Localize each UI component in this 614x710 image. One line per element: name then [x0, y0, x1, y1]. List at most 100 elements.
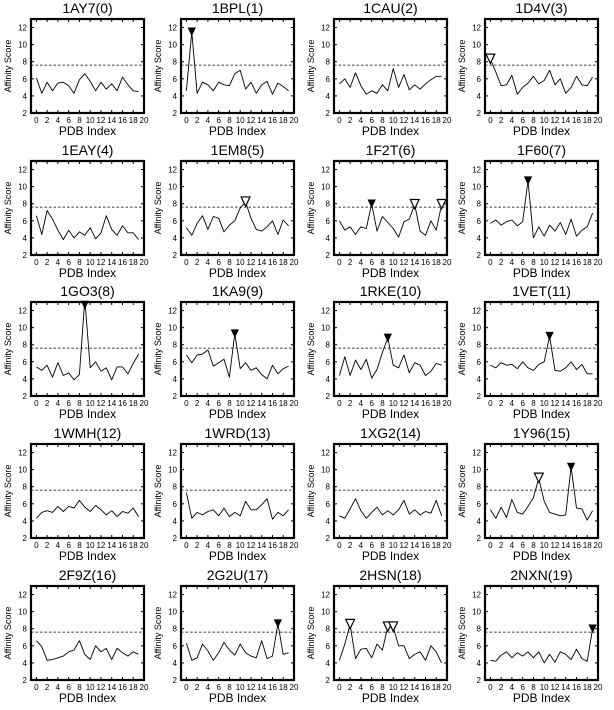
x-tick-label: 0: [488, 258, 493, 267]
x-tick-label: 16: [268, 683, 277, 692]
x-tick-label: 4: [510, 116, 515, 125]
x-tick-label: 2: [195, 683, 200, 692]
x-tick-label: 4: [359, 683, 364, 692]
x-tick-label: 6: [216, 116, 221, 125]
chart-panel: 2HSN(18) 2 4 6 8 10 12 0 2 4 6 8 10 12 14 16 18 20 PDB Ind…: [303, 567, 452, 707]
x-tick-label: 10: [389, 683, 398, 692]
y-tick-label: 12: [18, 166, 27, 175]
x-axis-label: PDB Index: [59, 124, 116, 138]
x-tick-label: 6: [216, 683, 221, 692]
y-tick-label: 10: [472, 183, 481, 192]
x-tick-label: 20: [140, 541, 149, 550]
x-axis-label: PDB Index: [209, 124, 266, 138]
x-tick-label: 0: [184, 116, 189, 125]
y-tick-label: 4: [173, 659, 178, 668]
plot-frame: [29, 17, 146, 115]
x-tick-label: 0: [184, 399, 189, 408]
x-tick-label: 14: [561, 541, 570, 550]
plot-frame: [483, 17, 600, 115]
y-axis-label: Affinity Score: [3, 607, 13, 660]
x-tick-label: 6: [66, 683, 71, 692]
chart-panel: 1EM8(5) 2 4 6 8 10 12 0 2 4 6 8 10 12 14 16 18 20 PDB Inde…: [150, 142, 299, 282]
y-tick-label: 4: [477, 92, 482, 101]
plot-frame: [179, 17, 296, 115]
y-tick-label: 4: [23, 375, 28, 384]
y-axis-label: Affinity Score: [3, 323, 13, 376]
x-tick-label: 12: [96, 258, 105, 267]
x-tick-label: 6: [369, 258, 374, 267]
plot-frame: [332, 442, 449, 540]
x-axis-label: PDB Index: [513, 691, 570, 705]
x-tick-label: 10: [86, 258, 95, 267]
x-tick-label: 2: [499, 116, 504, 125]
plot-frame: [29, 442, 146, 540]
x-tick-label: 8: [380, 258, 385, 267]
x-tick-label: 2: [348, 258, 353, 267]
x-tick-label: 12: [550, 683, 559, 692]
x-axis-label: PDB Index: [362, 266, 419, 280]
x-tick-label: 8: [531, 116, 536, 125]
x-tick-label: 10: [236, 399, 245, 408]
y-tick-label: 6: [23, 75, 28, 84]
x-tick-label: 20: [290, 399, 299, 408]
plot-frame: [179, 584, 296, 682]
filled-triangle-marker: [383, 333, 392, 343]
y-tick-label: 2: [173, 251, 178, 260]
series-line: [339, 498, 443, 519]
x-tick-label: 0: [184, 541, 189, 550]
y-tick-label: 2: [23, 534, 28, 543]
y-tick-label: 2: [173, 534, 178, 543]
y-axis-label: Affinity Score: [457, 40, 467, 93]
x-tick-label: 8: [380, 116, 385, 125]
series-line: [185, 492, 289, 520]
series-line: [339, 68, 442, 95]
x-tick-label: 6: [66, 116, 71, 125]
y-tick-label: 8: [23, 341, 28, 350]
y-tick-label: 4: [23, 234, 28, 243]
plot-frame: [483, 159, 600, 257]
y-tick-label: 10: [472, 41, 481, 50]
x-tick-label: 18: [583, 258, 592, 267]
x-tick-label: 2: [348, 541, 353, 550]
y-tick-label: 12: [168, 449, 177, 458]
y-tick-label: 8: [23, 625, 28, 634]
x-tick-label: 6: [216, 541, 221, 550]
y-tick-label: 2: [477, 676, 482, 685]
chart-title: 2NXN(19): [510, 567, 572, 583]
x-tick-label: 20: [594, 399, 603, 408]
x-tick-label: 6: [520, 116, 525, 125]
chart-title: 1Y96(15): [513, 425, 571, 441]
y-tick-label: 6: [326, 500, 331, 509]
x-tick-label: 18: [279, 541, 288, 550]
open-triangle-marker: [436, 198, 447, 211]
chart-title: 1GO3(8): [60, 283, 114, 299]
x-tick-label: 0: [488, 541, 493, 550]
x-tick-label: 12: [399, 541, 408, 550]
x-tick-label: 14: [410, 541, 419, 550]
chart-panel: 1RKE(10) 2 4 6 8 10 12 0 2 4 6 8 10 12 14 16 18 20 PDB Ind…: [303, 283, 452, 423]
x-tick-label: 6: [520, 541, 525, 550]
y-axis-label: Affinity Score: [306, 323, 316, 376]
series-line: [35, 210, 139, 241]
x-tick-label: 10: [236, 541, 245, 550]
y-tick-label: 2: [23, 109, 28, 118]
y-tick-label: 2: [326, 392, 331, 401]
y-tick-label: 6: [477, 358, 482, 367]
y-axis-label: Affinity Score: [306, 607, 316, 660]
y-tick-label: 6: [23, 217, 28, 226]
x-tick-label: 2: [499, 683, 504, 692]
y-tick-label: 8: [326, 200, 331, 209]
y-tick-label: 4: [477, 234, 482, 243]
series-line: [186, 201, 289, 236]
x-tick-label: 18: [432, 541, 441, 550]
x-tick-label: 14: [107, 683, 116, 692]
y-tick-label: 10: [18, 608, 27, 617]
x-axis-label: PDB Index: [209, 407, 266, 421]
chart-panel: 1BPL(1) 2 4 6 8 10 12 0 2 4 6 8 10 12 14 16 18 20 PDB Inde…: [150, 0, 299, 140]
filled-triangle-marker: [566, 462, 576, 472]
